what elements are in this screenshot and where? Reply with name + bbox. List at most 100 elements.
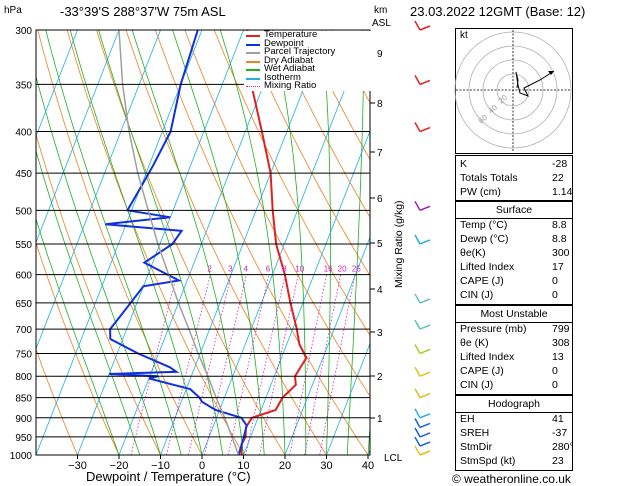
pressure-label: 750 [15, 349, 32, 360]
param-value: 0 [552, 275, 558, 287]
wind-barb [419, 239, 431, 245]
mixing-ratio-axis-label: Mixing Ratio (g/kg) [393, 200, 405, 288]
param-value: 8.8 [552, 219, 567, 231]
legend-item: Wet Adiabat [244, 63, 376, 74]
param-name: Pressure (mb) [460, 323, 527, 335]
wind-barb-feather [414, 200, 421, 211]
x-tick-label: −30 [68, 460, 87, 472]
param-name: PW (cm) [460, 186, 501, 198]
legend-swatch [246, 52, 260, 54]
x-tick-label: −10 [151, 460, 170, 472]
panel-separator [456, 218, 572, 219]
legend-label: Dry Adiabat [264, 54, 314, 66]
panel-separator [456, 322, 572, 323]
wind-barb-feather [414, 388, 421, 398]
mixing-ratio-line [188, 274, 232, 455]
wind-barb-feather [414, 445, 421, 456]
km-unit-label: km [374, 5, 388, 16]
legend-label: Temperature [264, 29, 318, 40]
dry-adiabat-line [66, 30, 244, 455]
param-name: Lifted Index [460, 351, 515, 363]
param-row: StmDir 280° [456, 441, 574, 455]
wind-barb-feather [414, 344, 421, 354]
wind-barb-feather [414, 319, 421, 330]
datetime-title: 23.03.2022 12GMT (Base: 12) [410, 4, 586, 19]
wind-barb-feather [414, 293, 421, 304]
param-name: CIN (J) [460, 289, 494, 301]
km-tick-label: 5 [377, 239, 383, 250]
wind-barb [419, 126, 431, 133]
param-value: 41 [552, 413, 564, 425]
legend-swatch [246, 60, 260, 63]
isotherm-line [160, 30, 327, 455]
wind-barb-feather [414, 75, 421, 85]
param-row: K -28 [456, 158, 572, 172]
legend-item: Dewpoint [244, 38, 376, 49]
param-name: StmSpd (kt) [460, 455, 516, 467]
legend-item: Isotherm [244, 71, 376, 83]
wind-barb [419, 348, 431, 355]
km-tick-label: 1 [377, 414, 383, 425]
mixing-ratio-label: 4 [243, 265, 248, 274]
x-tick-label: 30 [320, 460, 332, 472]
wet-adiabat-line [69, 30, 203, 455]
wind-barb [419, 79, 431, 86]
isotherm-line [326, 342, 370, 455]
param-row: CIN (J) 0 [456, 379, 572, 393]
km-tick-label: 7 [377, 148, 383, 159]
param-value: 23 [552, 455, 564, 467]
wind-barb [419, 392, 431, 399]
indices-panel: K -28 Totals Totals 22 PW (cm) 1.14 [455, 155, 573, 201]
legend-label: Isotherm [264, 71, 301, 83]
param-name: SREH [460, 427, 490, 439]
param-name: StmDir [460, 441, 493, 453]
pressure-label: 300 [15, 26, 32, 37]
wind-barb [419, 298, 431, 304]
param-row: StmSpd (kt) 23 [456, 455, 572, 469]
hpa-unit-label: hPa [4, 5, 22, 16]
x-tick-label: 20 [279, 460, 291, 472]
param-value: 1.14 [552, 186, 573, 198]
param-value: 13 [552, 351, 564, 363]
asl-label: ASL [372, 18, 391, 29]
mixing-ratio-label: 2 [207, 265, 212, 274]
param-value: 17 [552, 261, 564, 273]
param-row: CIN (J) 0 [456, 289, 572, 303]
param-row: Pressure (mb) 799 [456, 323, 572, 337]
param-row: Totals Totals 22 [456, 172, 572, 186]
legend-item: Parcel Trajectory [244, 46, 376, 57]
isotherm-line [243, 130, 370, 455]
legend-item: Dry Adiabat [244, 54, 376, 66]
param-value: 0 [552, 365, 558, 377]
param-value: 308 [552, 337, 570, 349]
pressure-label: 400 [15, 128, 32, 139]
wind-barb [419, 432, 431, 438]
surface-panel: Surface Temp (°C) 8.8 Dewp (°C) 8.8 θe(K) 300 L… [455, 201, 573, 305]
mixing-ratio-line [319, 274, 356, 455]
x-tick-label: −20 [110, 460, 129, 472]
param-value: 0 [552, 289, 558, 301]
legend-label: Mixing Ratio [264, 80, 317, 91]
param-row: Lifted Index 17 [456, 261, 572, 275]
x-tick-label: 0 [199, 460, 205, 472]
param-row: θe (K) 308 [456, 337, 572, 351]
wind-barb [419, 413, 431, 419]
dry-adiabat-line [36, 348, 78, 455]
panel-separator [456, 412, 572, 413]
wind-barb-feather [414, 436, 421, 447]
legend-swatch [246, 77, 260, 80]
legend-item: Mixing Ratio [244, 80, 376, 91]
param-name: CIN (J) [460, 379, 494, 391]
param-name: Dewp (°C) [460, 233, 509, 245]
wind-barb-feather [414, 366, 421, 377]
dry-adiabat-line [155, 30, 369, 455]
pressure-label: 500 [15, 206, 32, 217]
hodograph-panel [455, 28, 573, 154]
pressure-label: 600 [15, 271, 32, 282]
param-name: CAPE (J) [460, 365, 504, 377]
isotherm-line [36, 30, 120, 244]
pressure-label: 450 [15, 169, 32, 180]
mixing-ratio-label: 8 [282, 265, 287, 274]
wind-barb-feather [414, 427, 421, 438]
